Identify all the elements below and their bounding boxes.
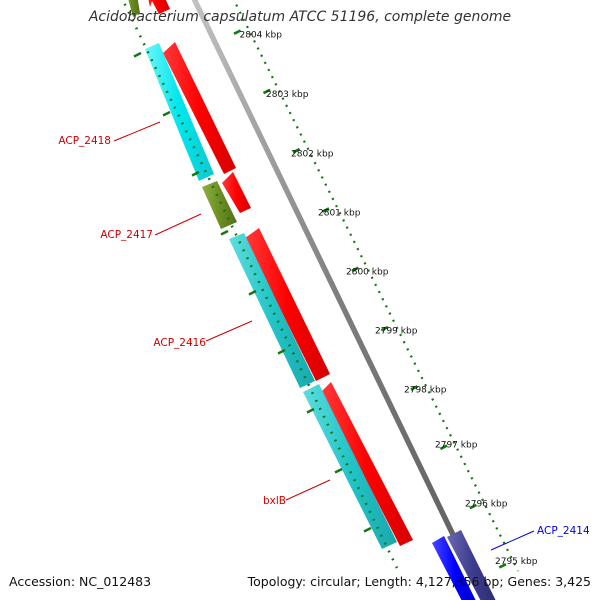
cog-block-acp2418-cyan[interactable] bbox=[145, 43, 214, 181]
cds-arrow-bxlb[interactable] bbox=[321, 382, 413, 546]
leader-acp2417 bbox=[154, 213, 202, 236]
scale-tick-2796 bbox=[469, 503, 477, 510]
gene-label-acp2414[interactable]: ACP_2414 bbox=[537, 525, 590, 537]
scale-label-2797: 2797 kbp bbox=[435, 441, 478, 451]
inner-tick-6 bbox=[277, 348, 286, 355]
cds-arrow-acp2418[interactable] bbox=[163, 42, 236, 174]
scale-label-2803: 2803 kbp bbox=[266, 90, 309, 100]
forward-cds-track bbox=[143, 0, 413, 546]
scale-label-2798: 2798 kbp bbox=[404, 386, 447, 396]
inner-tick-1 bbox=[133, 51, 142, 58]
gene-labels: ACP_2418 ACP_2417 ACP_2416 bxlB ACP_2414 bbox=[58, 135, 590, 537]
gene-label-bxlb[interactable]: bxlB bbox=[263, 495, 286, 507]
scale-tick-marks bbox=[233, 29, 507, 569]
scale-label-2801: 2801 kbp bbox=[318, 209, 361, 219]
scale-tick-2801 bbox=[321, 207, 330, 213]
leader-acp2414 bbox=[490, 530, 535, 551]
inner-tick-2 bbox=[162, 110, 171, 117]
gene-label-acp2418[interactable]: ACP_2418 bbox=[58, 135, 111, 147]
accession-text: Accession: NC_012483 bbox=[9, 574, 152, 589]
scale-tick-2800 bbox=[351, 266, 360, 273]
cds-arrow-top[interactable] bbox=[143, 0, 170, 14]
inner-tick-3 bbox=[191, 170, 200, 177]
scale-labels: 2804 kbp 2803 kbp 2802 kbp 2801 kbp 2800… bbox=[240, 31, 538, 568]
scale-tick-2803 bbox=[262, 88, 271, 95]
inner-scale-ticks bbox=[133, 51, 372, 533]
cog-cds-track bbox=[122, 0, 498, 600]
cds-arrow-acp2417[interactable] bbox=[222, 172, 251, 213]
cds-arrow-acp2416[interactable] bbox=[245, 228, 330, 381]
cog-block-acp2414-blue[interactable] bbox=[432, 536, 478, 600]
gene-label-acp2417[interactable]: ACP_2417 bbox=[100, 229, 153, 241]
scale-tick-2802 bbox=[292, 147, 301, 154]
scale-label-2796: 2796 kbp bbox=[465, 500, 508, 510]
scale-tick-2804 bbox=[233, 29, 242, 35]
scale-tick-2795 bbox=[498, 563, 507, 569]
cog-block-bxlb-teal[interactable] bbox=[303, 384, 397, 549]
cog-block-top-olive[interactable] bbox=[122, 0, 140, 17]
scale-label-2802: 2802 kbp bbox=[291, 150, 334, 160]
inner-tick-5 bbox=[248, 289, 257, 296]
scale-label-2799: 2799 kbp bbox=[375, 327, 418, 337]
scale-dotted-ring bbox=[232, 0, 519, 572]
leader-acp2418 bbox=[113, 121, 161, 142]
map-title: Acidobacterium capsulatum ATCC 51196, co… bbox=[88, 9, 512, 25]
scale-label-2795: 2795 kbp bbox=[495, 557, 538, 567]
leader-bxlb bbox=[285, 479, 331, 501]
scale-label-2800: 2800 kbp bbox=[346, 268, 389, 278]
cog-block-acp2417-olive[interactable] bbox=[202, 181, 237, 229]
scale-label-2804: 2804 kbp bbox=[240, 31, 283, 41]
inner-tick-8 bbox=[334, 467, 343, 474]
scale-tick-2799 bbox=[380, 325, 389, 332]
cog-block-navy[interactable] bbox=[447, 530, 498, 600]
genome-backbone-band bbox=[191, 0, 488, 600]
inner-tick-4 bbox=[220, 229, 229, 236]
inner-dotted-ring bbox=[121, 0, 399, 569]
gene-label-leaders bbox=[113, 121, 535, 551]
inner-tick-9 bbox=[363, 526, 372, 533]
leader-acp2416 bbox=[205, 320, 253, 342]
scale-tick-2798 bbox=[410, 385, 419, 391]
genome-summary-text: Topology: circular; Length: 4,127,356 bp… bbox=[247, 574, 591, 589]
cog-block-acp2416-teal[interactable] bbox=[229, 233, 315, 388]
gene-label-acp2416[interactable]: ACP_2416 bbox=[153, 337, 206, 349]
inner-tick-7 bbox=[306, 407, 315, 414]
scale-tick-2797 bbox=[439, 444, 448, 451]
